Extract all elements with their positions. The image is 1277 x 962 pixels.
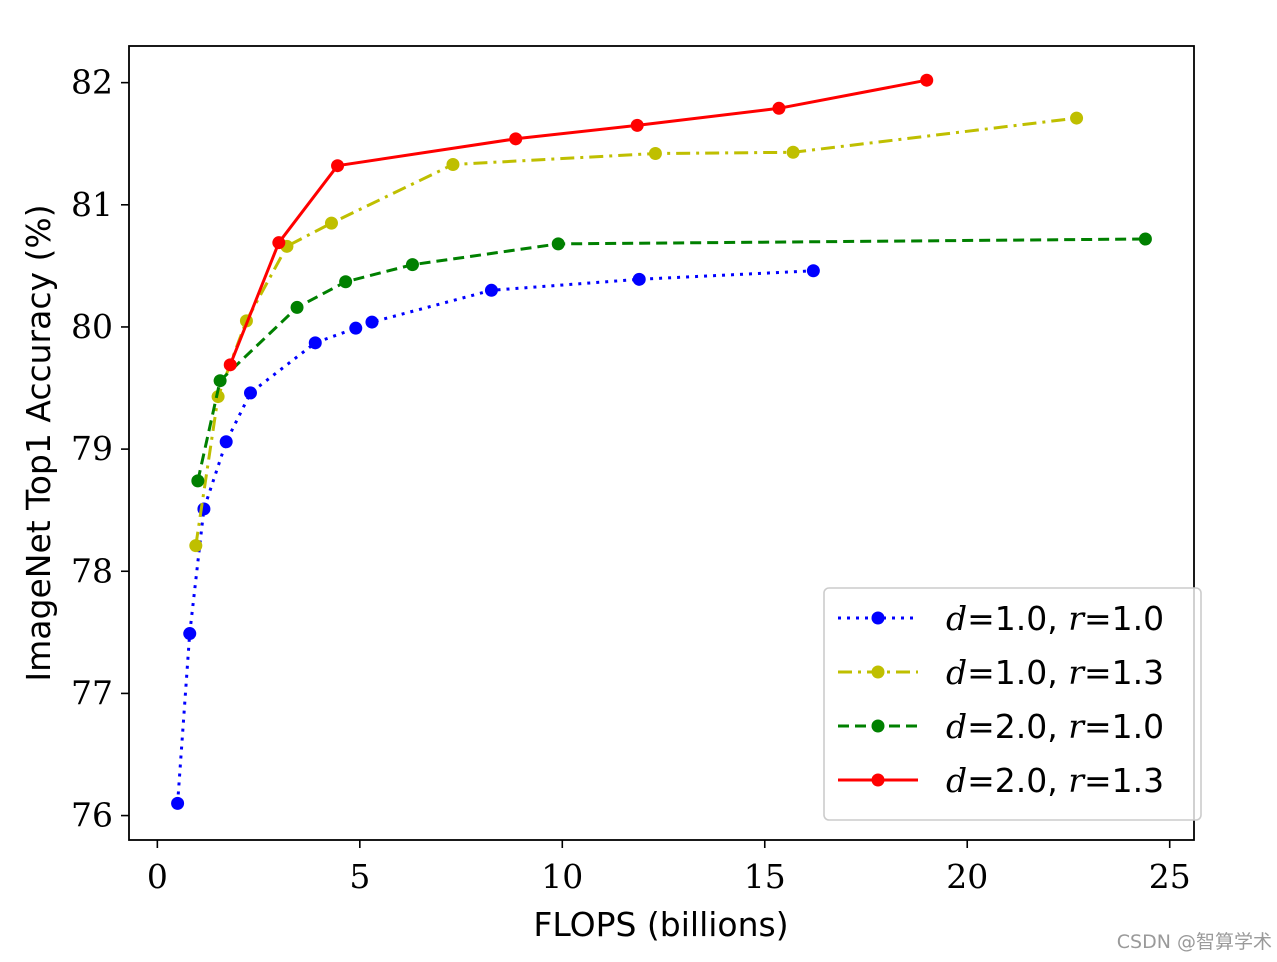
y-tick-label: 81 [71, 185, 113, 224]
legend-variable: d [946, 761, 967, 800]
legend-marker [871, 719, 885, 733]
legend-value: =2.0, [967, 761, 1068, 800]
data-point [484, 283, 498, 297]
legend-variable: r [1068, 653, 1086, 692]
legend-variable: d [946, 707, 967, 746]
series-2 [189, 111, 1084, 553]
data-point [189, 539, 203, 553]
legend-value: =1.0, [967, 599, 1068, 638]
legend-value: =1.0, [967, 653, 1068, 692]
data-point [648, 146, 662, 160]
legend: d=1.0, r=1.0d=1.0, r=1.3d=2.0, r=1.0d=2.… [823, 587, 1202, 821]
y-tick-label: 79 [71, 429, 113, 468]
data-point [191, 474, 205, 488]
x-tick-label: 25 [1149, 857, 1191, 896]
series-3 [191, 232, 1152, 488]
data-point [290, 300, 304, 314]
data-point [243, 386, 257, 400]
plot-frame [128, 45, 1195, 841]
legend-value: =1.3 [1084, 761, 1164, 800]
x-tick-label: 20 [946, 857, 988, 896]
data-point [339, 275, 353, 289]
legend-entry-label: d=1.0, r=1.0 [946, 599, 1164, 638]
legend-variable: r [1068, 707, 1086, 746]
y-tick-label: 78 [71, 551, 113, 590]
legend-variable: r [1068, 761, 1086, 800]
data-point [551, 237, 565, 251]
data-point [324, 216, 338, 230]
legend-variable: d [946, 599, 967, 638]
x-tick-label: 15 [744, 857, 786, 896]
data-point [365, 315, 379, 329]
data-point [183, 627, 197, 641]
legend-marker [871, 773, 885, 787]
y-tick-label: 77 [71, 673, 113, 712]
y-tick-label: 80 [71, 307, 113, 346]
x-tick-label: 0 [147, 857, 168, 896]
legend-entry-label: d=1.0, r=1.3 [946, 653, 1164, 692]
y-axis-label: ImageNet Top1 Accuracy (%) [19, 204, 58, 681]
legend-value: =2.0, [967, 707, 1068, 746]
data-point [272, 236, 286, 250]
legend-variable: d [946, 653, 967, 692]
data-point [405, 258, 419, 272]
data-point [331, 159, 345, 173]
plot-marks [171, 73, 1152, 810]
data-point [630, 118, 644, 132]
legend-value: =1.0 [1084, 599, 1164, 638]
legend-marker [871, 665, 885, 679]
legend-marker [871, 611, 885, 625]
x-axis-label: FLOPS (billions) [533, 905, 788, 944]
data-point [219, 435, 233, 449]
data-point [786, 145, 800, 159]
data-point [632, 272, 646, 286]
x-axis-ticks: 0 5 10 15 20 25 [147, 840, 1191, 896]
legend-box [823, 587, 1202, 821]
data-point [213, 374, 227, 388]
data-point [772, 101, 786, 115]
y-tick-label: 76 [71, 796, 113, 835]
x-tick-label: 5 [349, 857, 370, 896]
series-4 [223, 73, 934, 372]
legend-value: =1.3 [1084, 653, 1164, 692]
data-point [446, 157, 460, 171]
series-line [194, 116, 1077, 546]
legend-variable: r [1068, 599, 1086, 638]
legend-value: =1.0 [1084, 707, 1164, 746]
y-tick-label: 82 [71, 63, 113, 102]
data-point [806, 264, 820, 278]
data-point [1138, 232, 1152, 246]
data-point [171, 796, 185, 810]
data-point [509, 132, 523, 146]
data-point [308, 336, 322, 350]
x-tick-label: 10 [541, 857, 583, 896]
legend-entry-label: d=2.0, r=1.0 [946, 707, 1164, 746]
data-point [349, 321, 363, 335]
data-point [223, 358, 237, 372]
watermark: CSDN @智算学术 [1117, 931, 1272, 953]
data-point [920, 73, 934, 87]
legend-entry-label: d=2.0, r=1.3 [946, 761, 1164, 800]
data-point [1070, 111, 1084, 125]
y-axis-ticks: 76 77 78 79 80 81 82 [71, 63, 129, 835]
